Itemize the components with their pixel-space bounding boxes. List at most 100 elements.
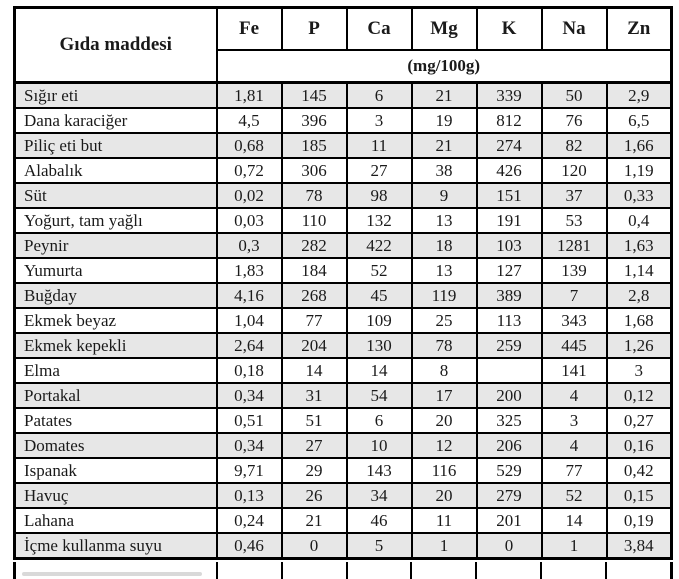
food-name-cell: Ekmek kepekli (13, 332, 218, 359)
value-cell-p: 396 (280, 107, 348, 134)
cutoff-stub-segment (218, 562, 283, 579)
value-cell-fe: 0,34 (215, 382, 283, 409)
value-cell-mg: 19 (410, 107, 478, 134)
value-cell-ca: 45 (345, 282, 413, 309)
value-cell-ca: 52 (345, 257, 413, 284)
value-cell-zn: 1,26 (605, 332, 673, 359)
value-cell-zn: 3,84 (605, 532, 673, 560)
value-cell-ca: 6 (345, 81, 413, 109)
table-row: Sığır eti 1,81 145 6 21 339 50 2,9 (13, 81, 673, 109)
table-row: Yoğurt, tam yağlı 0,03 110 132 13 191 53 0,4 (13, 207, 673, 234)
table-row: Yumurta 1,83 184 52 13 127 139 1,14 (13, 257, 673, 284)
value-cell-na: 76 (540, 107, 608, 134)
value-cell-k: 151 (475, 182, 543, 209)
value-cell-zn: 1,63 (605, 232, 673, 259)
column-header-ca: Ca (345, 6, 413, 51)
food-name-cell: Havuç (13, 482, 218, 509)
value-cell-k: 191 (475, 207, 543, 234)
value-cell-zn: 0,12 (605, 382, 673, 409)
food-name-cell: Patates (13, 407, 218, 434)
food-name-cell: Ispanak (13, 457, 218, 484)
food-name-cell: Süt (13, 182, 218, 209)
column-header-k: K (475, 6, 543, 51)
column-header-na: Na (540, 6, 608, 51)
food-name-cell: Alabalık (13, 157, 218, 184)
value-cell-p: 78 (280, 182, 348, 209)
value-cell-zn: 0,4 (605, 207, 673, 234)
value-cell-ca: 143 (345, 457, 413, 484)
food-name-cell: Lahana (13, 507, 218, 534)
value-cell-fe: 9,71 (215, 457, 283, 484)
value-cell-na: 37 (540, 182, 608, 209)
table-row: Süt 0,02 78 98 9 151 37 0,33 (13, 182, 673, 209)
value-cell-fe: 0,34 (215, 432, 283, 459)
cutoff-stub-segment (16, 562, 218, 579)
value-cell-mg: 20 (410, 482, 478, 509)
value-cell-p: 268 (280, 282, 348, 309)
cutoff-stub-segment (412, 562, 478, 579)
column-header-zn: Zn (605, 6, 673, 51)
value-cell-ca: 132 (345, 207, 413, 234)
value-cell-mg: 17 (410, 382, 478, 409)
value-cell-fe: 0,02 (215, 182, 283, 209)
value-cell-ca: 10 (345, 432, 413, 459)
value-cell-fe: 0,24 (215, 507, 283, 534)
value-cell-zn: 0,19 (605, 507, 673, 534)
value-cell-ca: 98 (345, 182, 413, 209)
value-cell-fe: 0,3 (215, 232, 283, 259)
table-row: Domates 0,34 27 10 12 206 4 0,16 (13, 432, 673, 459)
table-row: Portakal 0,34 31 54 17 200 4 0,12 (13, 382, 673, 409)
value-cell-k: 127 (475, 257, 543, 284)
value-cell-ca: 3 (345, 107, 413, 134)
value-cell-mg: 18 (410, 232, 478, 259)
table-cutoff-stubs (13, 562, 674, 579)
value-cell-ca: 46 (345, 507, 413, 534)
unit-row: (mg/100g) (15, 49, 673, 84)
value-cell-p: 204 (280, 332, 348, 359)
food-name-cell: Yumurta (13, 257, 218, 284)
value-cell-fe: 0,13 (215, 482, 283, 509)
value-cell-k: 812 (475, 107, 543, 134)
value-cell-mg: 11 (410, 507, 478, 534)
value-cell-mg: 78 (410, 332, 478, 359)
table-header: Gıda maddesi Fe P Ca Mg K Na Zn (mg/100g) (13, 6, 673, 84)
value-cell-fe: 0,68 (215, 132, 283, 159)
value-cell-mg: 8 (410, 357, 478, 384)
value-cell-na: 445 (540, 332, 608, 359)
value-cell-fe: 2,64 (215, 332, 283, 359)
value-cell-p: 29 (280, 457, 348, 484)
value-cell-p: 145 (280, 81, 348, 109)
table-row: Dana karaciğer 4,5 396 3 19 812 76 6,5 (13, 107, 673, 134)
value-cell-k: 0 (475, 532, 543, 560)
value-cell-ca: 27 (345, 157, 413, 184)
value-cell-p: 31 (280, 382, 348, 409)
value-cell-zn: 0,33 (605, 182, 673, 209)
value-cell-na: 1 (540, 532, 608, 560)
value-cell-p: 110 (280, 207, 348, 234)
value-cell-ca: 5 (345, 532, 413, 560)
value-cell-na: 139 (540, 257, 608, 284)
food-name-cell: Buğday (13, 282, 218, 309)
value-cell-na: 50 (540, 81, 608, 109)
value-cell-mg: 20 (410, 407, 478, 434)
value-cell-zn: 1,66 (605, 132, 673, 159)
value-cell-k: 201 (475, 507, 543, 534)
value-cell-mg: 116 (410, 457, 478, 484)
value-cell-fe: 0,72 (215, 157, 283, 184)
value-cell-ca: 130 (345, 332, 413, 359)
value-cell-mg: 12 (410, 432, 478, 459)
value-cell-ca: 11 (345, 132, 413, 159)
value-cell-k (475, 357, 543, 384)
value-cell-p: 306 (280, 157, 348, 184)
column-header-p: P (280, 6, 348, 51)
value-cell-mg: 25 (410, 307, 478, 334)
value-cell-na: 343 (540, 307, 608, 334)
food-name-cell: Ekmek beyaz (13, 307, 218, 334)
table-row: Alabalık 0,72 306 27 38 426 120 1,19 (13, 157, 673, 184)
value-cell-ca: 54 (345, 382, 413, 409)
value-cell-na: 3 (540, 407, 608, 434)
value-cell-zn: 2,8 (605, 282, 673, 309)
value-cell-ca: 34 (345, 482, 413, 509)
food-name-cell: Dana karaciğer (13, 107, 218, 134)
